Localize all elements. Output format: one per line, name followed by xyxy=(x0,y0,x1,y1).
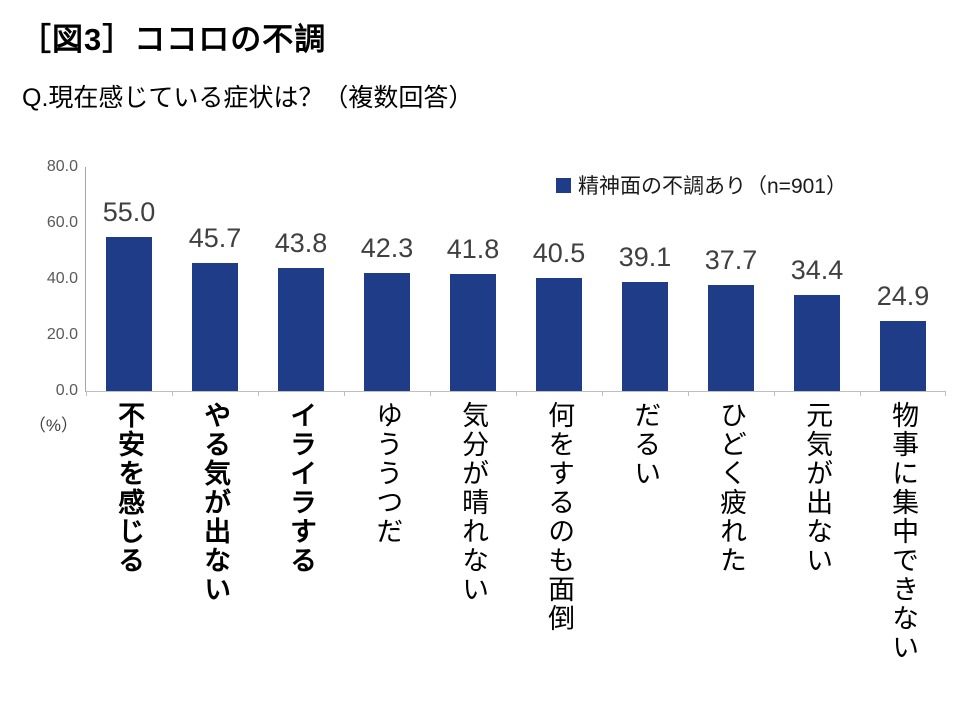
bar xyxy=(364,273,410,391)
x-axis-tick xyxy=(516,391,517,396)
y-axis-tick-label: 80.0 xyxy=(46,158,78,175)
category-label-text: イライラする xyxy=(286,401,317,575)
bar-value-label: 41.8 xyxy=(446,234,500,265)
category-label-text: ゆううつだ xyxy=(372,401,403,546)
bar-value-label: 40.5 xyxy=(532,238,586,269)
plot-area: （%） 80.0 60.0 40.0 20.0 0.0 55.0 不安を感じる 45.7 やる気… xyxy=(29,158,946,662)
bar xyxy=(794,295,840,391)
bar-value-label: 24.9 xyxy=(876,281,930,312)
legend-square-icon xyxy=(556,177,571,193)
category-label: ゆううつだ xyxy=(344,401,430,546)
bar-value-label: 39.1 xyxy=(618,242,672,273)
y-axis-tick-label: 20.0 xyxy=(46,326,78,343)
category-label-text: 物事に集中できない xyxy=(888,401,919,662)
x-axis-tick xyxy=(945,391,946,396)
bar-value-label: 55.0 xyxy=(102,197,156,228)
category-label: 気分が晴れない xyxy=(430,401,516,604)
category-label: だるい xyxy=(602,401,688,488)
category-label-text: 元気が出ない xyxy=(802,401,833,575)
y-axis-tick-label: 40.0 xyxy=(46,270,78,287)
bar xyxy=(192,263,238,391)
category-label: 物事に集中できない xyxy=(860,401,946,662)
y-axis-tick-label: 60.0 xyxy=(46,214,78,231)
figure-title: ［図3］ココロの不調 xyxy=(20,22,327,57)
x-axis-tick xyxy=(258,391,259,396)
y-axis-unit-label: （%） xyxy=(28,416,78,435)
category-label: ひどく疲れた xyxy=(688,401,774,575)
x-axis-tick xyxy=(344,391,345,396)
bar xyxy=(536,278,582,391)
category-label-text: やる気が出ない xyxy=(200,401,231,604)
bar-value-label: 42.3 xyxy=(360,233,414,264)
category-label-text: だるい xyxy=(630,401,661,488)
survey-question: Q.現在感じている症状は？（複数回答） xyxy=(22,84,474,112)
category-label: 不安を感じる xyxy=(86,401,172,575)
x-axis-tick xyxy=(172,391,173,396)
bar-value-label: 34.4 xyxy=(790,255,844,286)
chart-legend: 精神面の不調あり（n=901） xyxy=(556,170,847,200)
category-label: イライラする xyxy=(258,401,344,575)
bar xyxy=(622,282,668,391)
bar xyxy=(880,321,926,391)
category-label-text: 不安を感じる xyxy=(114,401,145,575)
x-axis-tick xyxy=(430,391,431,396)
category-label: やる気が出ない xyxy=(172,401,258,604)
x-axis-tick xyxy=(688,391,689,396)
bar xyxy=(106,237,152,391)
bar xyxy=(278,268,324,391)
category-label-text: 何をするのも面倒 xyxy=(544,401,575,633)
x-axis-tick xyxy=(774,391,775,396)
category-label: 元気が出ない xyxy=(774,401,860,575)
y-axis-tick-label: 0.0 xyxy=(55,382,78,399)
bar xyxy=(708,285,754,391)
bar-value-label: 43.8 xyxy=(274,228,328,259)
legend-label: 精神面の不調あり（n=901） xyxy=(578,175,847,198)
bar-value-label: 37.7 xyxy=(704,245,758,276)
category-label-text: 気分が晴れない xyxy=(458,401,489,604)
category-label: 何をするのも面倒 xyxy=(516,401,602,633)
x-axis-tick xyxy=(86,391,87,396)
bar-value-label: 45.7 xyxy=(188,223,242,254)
x-axis-tick xyxy=(860,391,861,396)
category-label-text: ひどく疲れた xyxy=(716,401,747,575)
x-axis-tick xyxy=(602,391,603,396)
bar xyxy=(450,274,496,391)
